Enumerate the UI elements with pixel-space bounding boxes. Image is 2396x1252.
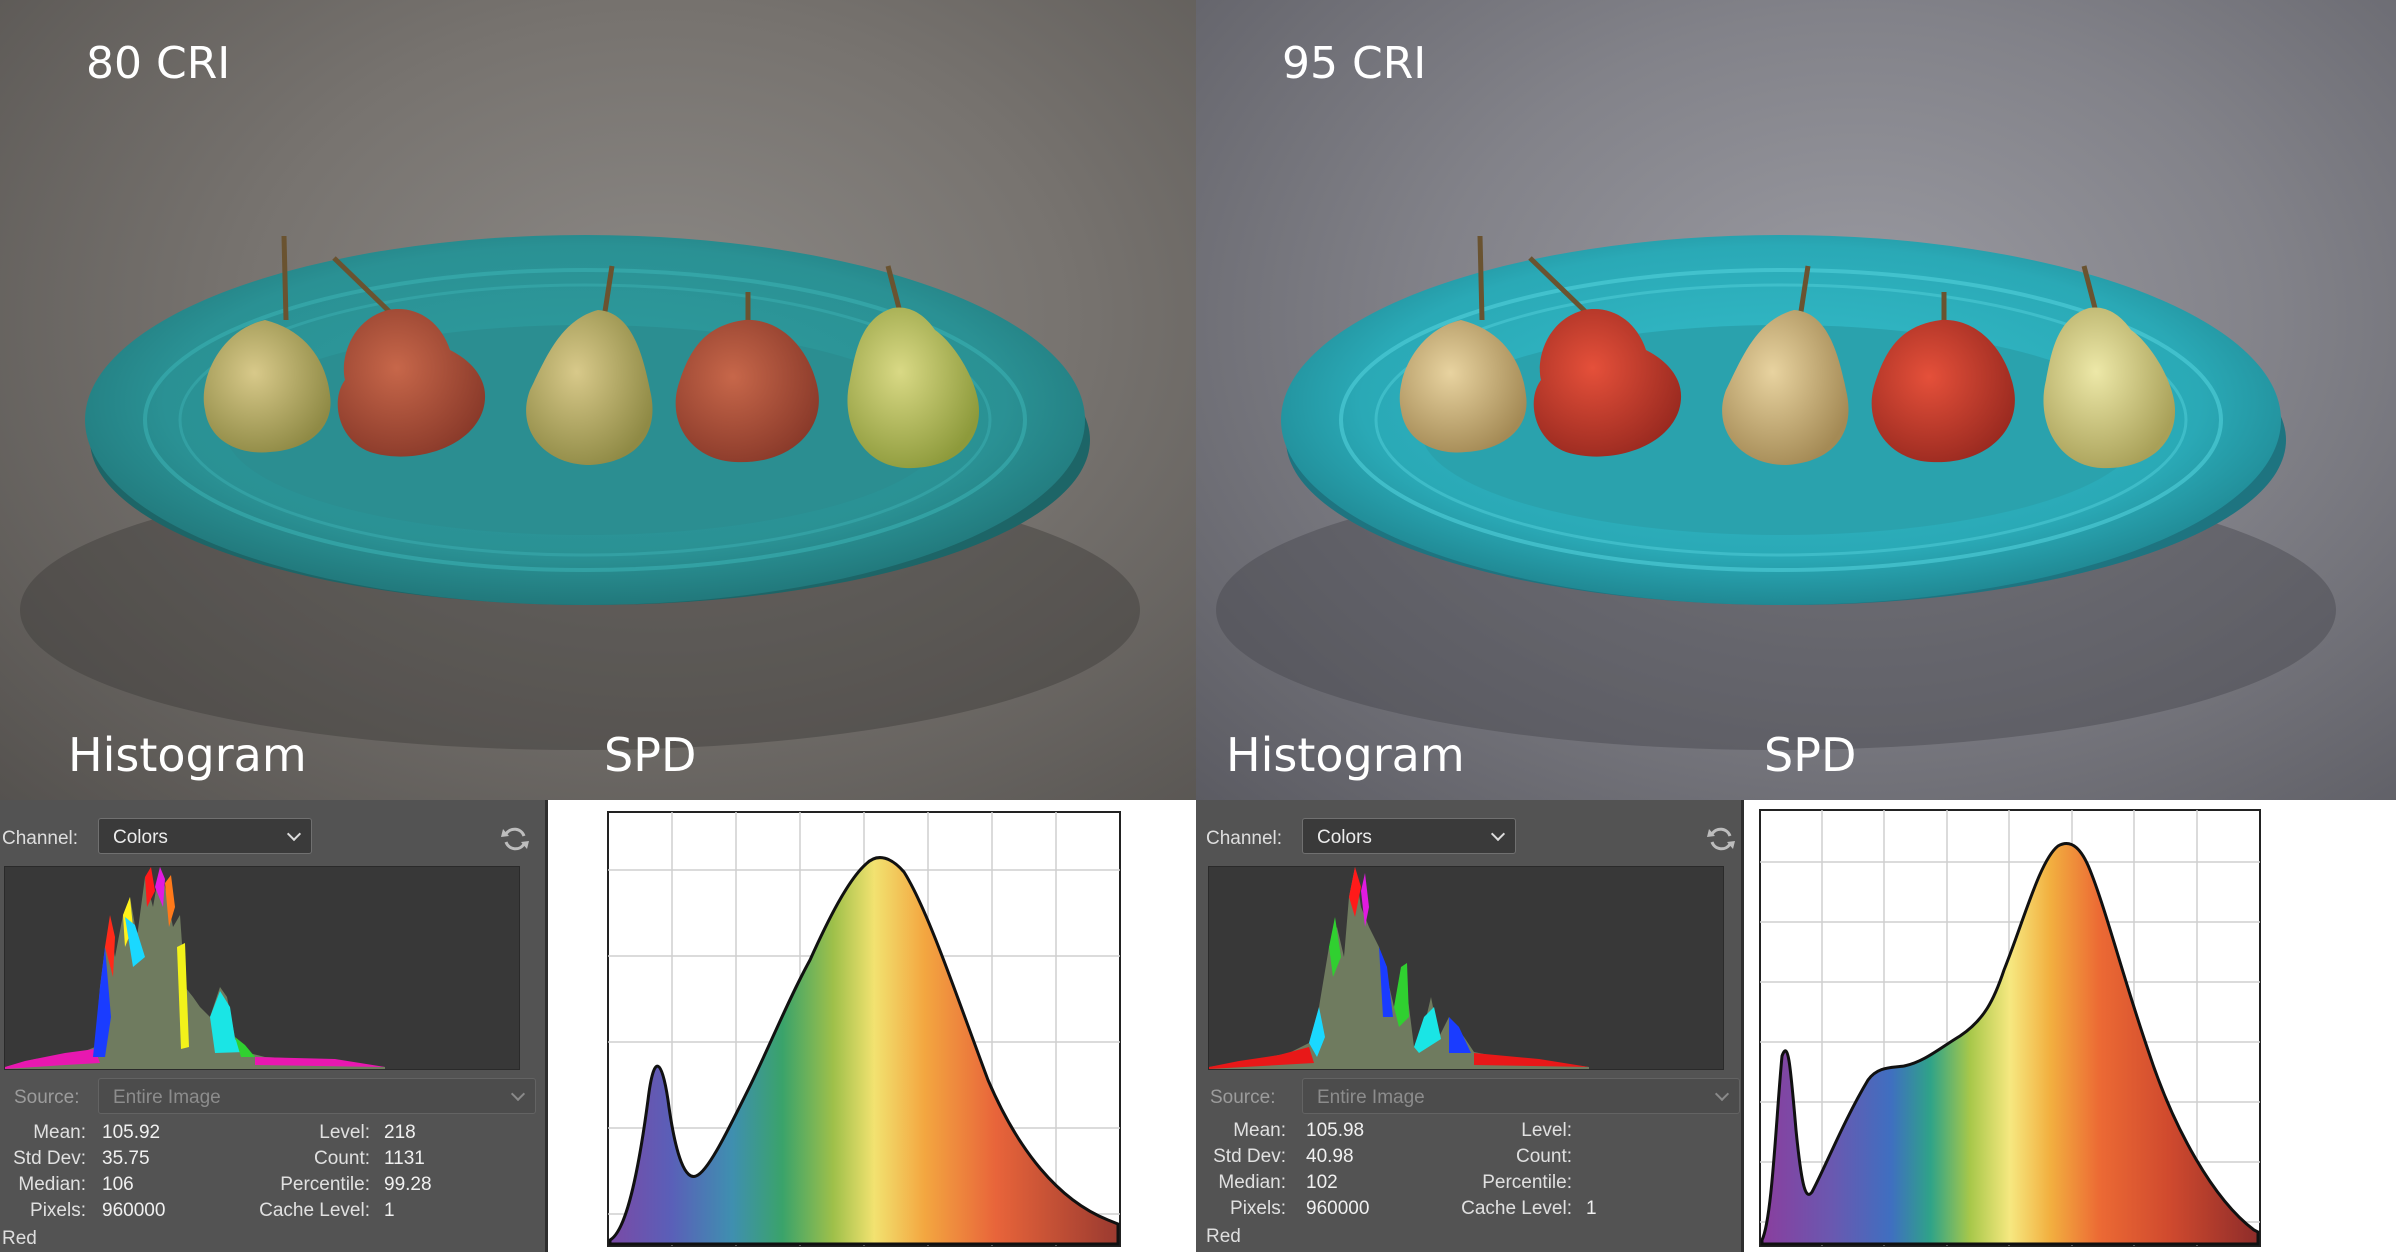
- cache-level-label: Cache Level:: [259, 1200, 370, 1221]
- histogram-graph: [1208, 866, 1724, 1070]
- cri-title: 95 CRI: [1282, 38, 1427, 89]
- pixels-label: Pixels:: [1230, 1198, 1286, 1219]
- channel-name: Red: [1206, 1226, 1241, 1247]
- histogram-caption: Histogram: [1226, 728, 1465, 782]
- source-label: Source:: [14, 1087, 80, 1108]
- pears-on-plate-image: [1216, 235, 2336, 750]
- level-label: Level:: [1521, 1120, 1572, 1141]
- channel-select-value: Colors: [113, 827, 168, 848]
- median-value: 106: [102, 1174, 134, 1195]
- pixels-value: 960000: [102, 1200, 166, 1221]
- comparison-80-cri: 80 CRI Histogram SPD Channel: Colors: [0, 0, 1196, 1252]
- mean-label: Mean:: [1233, 1120, 1286, 1141]
- level-label: Level:: [319, 1122, 370, 1143]
- std-dev-value: 40.98: [1306, 1146, 1354, 1167]
- spd-chart-80-cri: [548, 800, 1196, 1252]
- pears-on-plate-image: [20, 235, 1140, 750]
- spd-plot: [1759, 809, 2261, 1247]
- count-label: Count:: [314, 1148, 370, 1169]
- comparison-95-cri: 95 CRI Histogram SPD Channel: Colors: [1196, 0, 2396, 1252]
- photo-95-cri: 95 CRI Histogram SPD: [1196, 0, 2396, 800]
- std-dev-label: Std Dev:: [13, 1148, 86, 1169]
- chevron-down-icon: [510, 1086, 526, 1102]
- histogram-caption: Histogram: [68, 728, 307, 782]
- percentile-label: Percentile:: [280, 1174, 370, 1195]
- histogram-plot: [1209, 867, 1589, 1069]
- cache-level-label: Cache Level:: [1461, 1198, 1572, 1219]
- refresh-icon[interactable]: [500, 824, 530, 854]
- mean-value: 105.92: [102, 1122, 161, 1143]
- count-label: Count:: [1516, 1146, 1572, 1167]
- chevron-down-icon: [1714, 1086, 1730, 1102]
- source-select[interactable]: Entire Image: [1302, 1078, 1740, 1114]
- histogram-plot: [5, 867, 385, 1069]
- pixels-value: 960000: [1306, 1198, 1370, 1219]
- cache-level-value: 1: [384, 1200, 395, 1221]
- level-value: 218: [384, 1122, 416, 1143]
- cache-level-value: 1: [1586, 1198, 1597, 1219]
- spd-plot: [607, 811, 1121, 1247]
- histogram-graph: [4, 866, 520, 1070]
- std-dev-value: 35.75: [102, 1148, 150, 1169]
- median-label: Median:: [18, 1174, 86, 1195]
- percentile-label: Percentile:: [1482, 1172, 1572, 1193]
- channel-select-value: Colors: [1317, 827, 1372, 848]
- spd-chart-95-cri: [1744, 800, 2396, 1252]
- mean-label: Mean:: [33, 1122, 86, 1143]
- channel-select[interactable]: Colors: [98, 818, 312, 854]
- channel-label: Channel:: [1206, 828, 1283, 849]
- pixels-label: Pixels:: [30, 1200, 86, 1221]
- mean-value: 105.98: [1306, 1120, 1365, 1141]
- channel-label: Channel:: [2, 828, 79, 849]
- source-label: Source:: [1210, 1087, 1276, 1108]
- source-select[interactable]: Entire Image: [98, 1078, 536, 1114]
- std-dev-label: Std Dev:: [1213, 1146, 1286, 1167]
- histogram-panel: Channel: Colors: [1196, 800, 1744, 1252]
- median-label: Median:: [1218, 1172, 1286, 1193]
- refresh-icon[interactable]: [1706, 824, 1736, 854]
- spd-caption: SPD: [1764, 728, 1857, 782]
- spd-caption: SPD: [604, 728, 697, 782]
- source-select-value: Entire Image: [113, 1087, 221, 1108]
- source-select-value: Entire Image: [1317, 1087, 1425, 1108]
- channel-name: Red: [2, 1228, 37, 1249]
- chevron-down-icon: [1490, 826, 1506, 842]
- count-value: 1131: [384, 1148, 425, 1169]
- channel-select[interactable]: Colors: [1302, 818, 1516, 854]
- median-value: 102: [1306, 1172, 1338, 1193]
- cri-title: 80 CRI: [86, 38, 231, 89]
- histogram-panel: Channel: Colors: [0, 800, 548, 1252]
- chevron-down-icon: [286, 826, 302, 842]
- percentile-value: 99.28: [384, 1174, 432, 1195]
- photo-80-cri: 80 CRI Histogram SPD: [0, 0, 1196, 800]
